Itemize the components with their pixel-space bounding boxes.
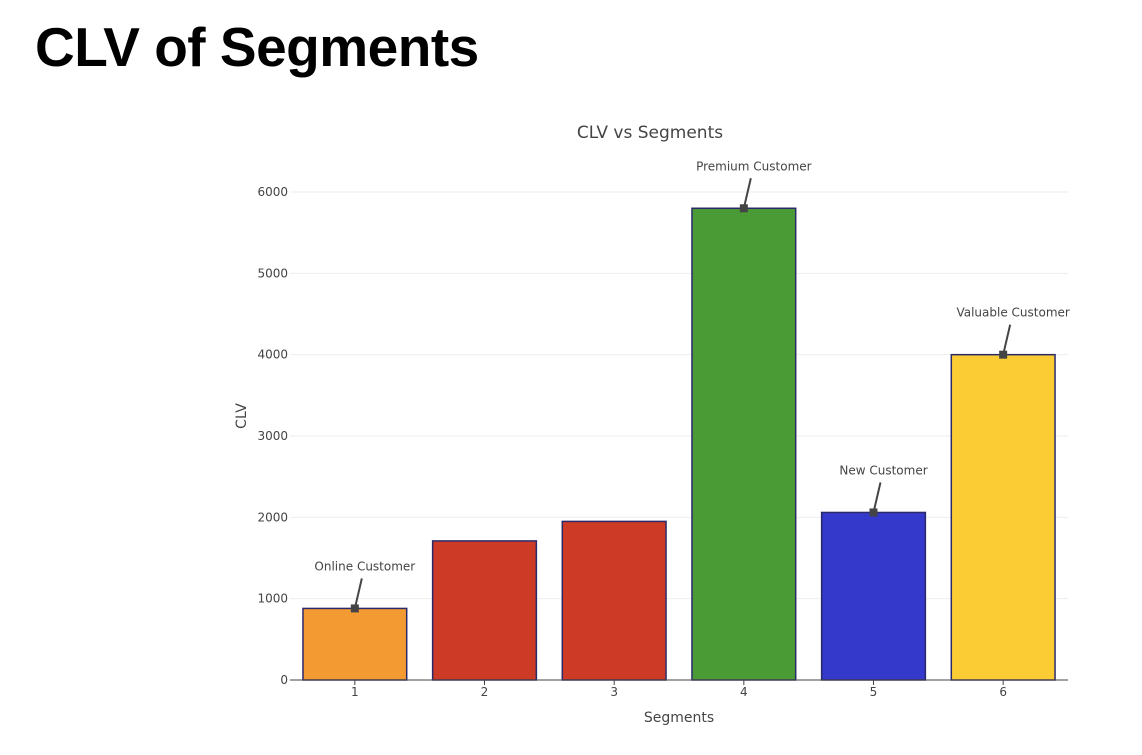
y-tick-label: 4000 [257, 348, 288, 362]
annotation-arrow [353, 578, 363, 609]
bar-segment-1 [302, 607, 408, 681]
annotation-arrow [1002, 324, 1012, 355]
y-tick-label: 6000 [257, 185, 288, 199]
x-tick-label: 5 [870, 685, 878, 699]
annotation-label: Premium Customer [696, 159, 812, 173]
annotation-label: Online Customer [314, 559, 415, 573]
x-tick-label: 2 [481, 685, 489, 699]
bars [302, 207, 1056, 681]
annotation-arrow [742, 178, 752, 209]
y-axis-title: CLV [234, 403, 250, 429]
y-tick-label: 1000 [257, 592, 288, 606]
x-axis-ticks: 1 2 3 4 5 6 [351, 680, 1007, 699]
y-tick-label: 3000 [257, 429, 288, 443]
y-axis-ticks: 0 1000 2000 3000 4000 5000 6000 [257, 185, 288, 687]
y-tick-label: 2000 [257, 510, 288, 524]
x-tick-label: 4 [740, 685, 748, 699]
bar-segment-5 [820, 511, 927, 681]
annotation-label: New Customer [839, 463, 927, 477]
annotation-label: Valuable Customer [956, 306, 1069, 320]
x-tick-label: 6 [999, 685, 1007, 699]
bar-segment-4 [691, 207, 797, 681]
chart-title: CLV vs Segments [577, 123, 723, 143]
bar-segment-3 [561, 520, 667, 681]
x-axis-title: Segments [644, 710, 714, 726]
annotation-arrow [872, 482, 882, 513]
bar-segment-2 [431, 540, 538, 681]
x-tick-label: 3 [610, 685, 618, 699]
annotations: Online Customer Premium Customer New Custo… [314, 159, 1070, 613]
y-tick-label: 0 [280, 673, 288, 687]
y-tick-label: 5000 [257, 266, 288, 280]
annotation-marker [739, 204, 748, 213]
gridlines [290, 191, 1068, 600]
annotation-marker [350, 604, 359, 613]
x-tick-label: 1 [351, 685, 359, 699]
annotation-marker [999, 350, 1008, 359]
page-heading: CLV of Segments [35, 16, 479, 78]
bar-segment-6 [950, 353, 1056, 681]
annotation-marker [869, 508, 878, 517]
